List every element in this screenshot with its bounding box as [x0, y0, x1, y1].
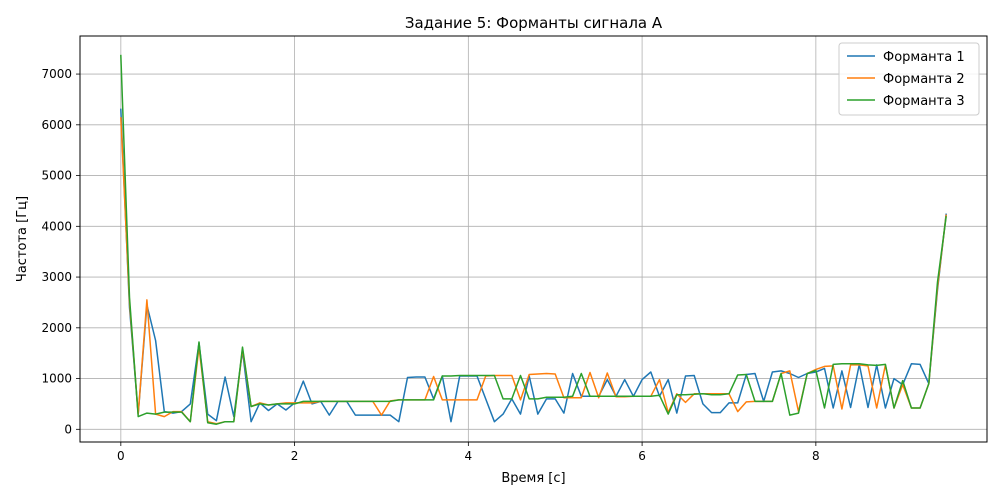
- x-tick-label: 0: [117, 449, 125, 463]
- y-tick-label: 3000: [41, 270, 72, 284]
- x-tick-label: 2: [291, 449, 299, 463]
- legend: Форманта 1 Форманта 2 Форманта 3: [838, 42, 980, 116]
- plot-frame: [79, 35, 988, 443]
- x-axis-label: Время [с]: [501, 471, 565, 486]
- legend-label-1: Форманта 1: [883, 50, 965, 65]
- axis-ticks: 0 2 4 6 8 0 1000 2000 3000 4000 5000 6000 7000: [41, 67, 819, 463]
- y-tick-label: 7000: [41, 67, 72, 81]
- series-line-3: [120, 54, 947, 425]
- x-tick-label: 4: [465, 449, 473, 463]
- y-tick-label: 2000: [41, 321, 72, 335]
- chart-title: Задание 5: Форманты сигнала A: [405, 14, 663, 32]
- legend-label-3: Форманта 3: [883, 94, 965, 109]
- y-tick-label: 1000: [41, 372, 72, 386]
- legend-label-2: Форманта 2: [883, 72, 965, 87]
- x-tick-label: 6: [638, 449, 646, 463]
- y-tick-label: 4000: [41, 219, 72, 233]
- y-tick-label: 5000: [41, 169, 72, 183]
- y-tick-label: 6000: [41, 118, 72, 132]
- series-lines: [120, 54, 947, 425]
- legend-box: [838, 42, 980, 116]
- x-tick-label: 8: [812, 449, 820, 463]
- y-axis-label: Частота [Гц]: [15, 196, 30, 282]
- y-tick-label: 0: [64, 422, 72, 436]
